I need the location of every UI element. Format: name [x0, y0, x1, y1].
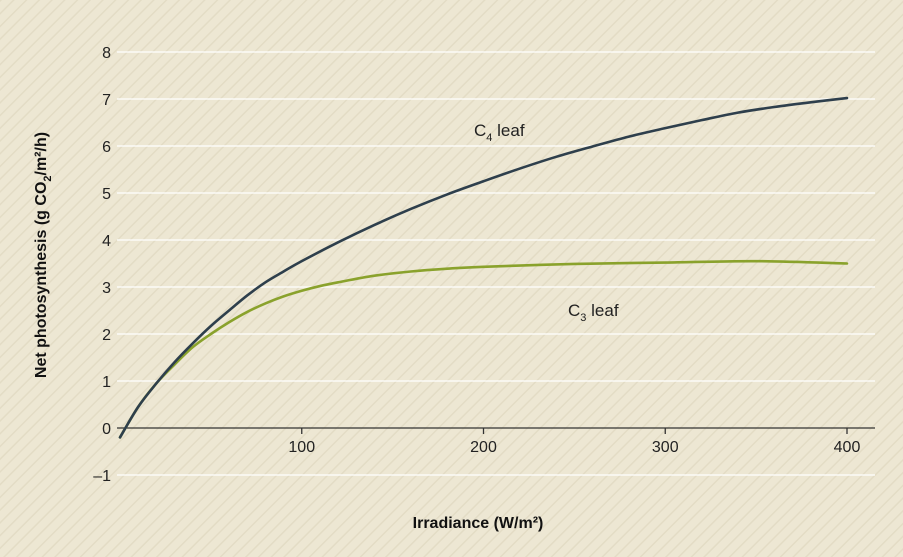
axes — [117, 427, 875, 434]
series-lines — [118, 96, 849, 439]
y-tick-label: –1 — [93, 468, 111, 485]
x-axis-title: Irradiance (W/m²) — [413, 515, 544, 532]
series-line-c3 — [118, 259, 849, 439]
gridlines — [117, 51, 875, 476]
y-tick-label: 6 — [102, 139, 111, 156]
y-tick-label: 8 — [102, 45, 111, 62]
y-tick-label: 7 — [102, 92, 111, 109]
x-tick-label: 200 — [470, 439, 497, 456]
series-label-c4: C4 leaf — [474, 121, 525, 144]
y-tick-label: 4 — [102, 233, 111, 250]
x-tick-label: 100 — [288, 439, 315, 456]
x-tick-label: 400 — [834, 439, 861, 456]
series-label-c3: C3 leaf — [568, 301, 619, 324]
x-tick-label: 300 — [652, 439, 679, 456]
y-tick-label: 0 — [102, 421, 111, 438]
tick-labels: –1 0 1 2 3 4 5 6 7 8 100 200 300 400 — [93, 45, 860, 485]
y-tick-label: 5 — [102, 186, 111, 203]
y-tick-label: 1 — [102, 374, 111, 391]
y-axis-title: Net photosynthesis (g CO2/m²/h) — [33, 132, 54, 378]
y-tick-label: 2 — [102, 327, 111, 344]
y-tick-label: 3 — [102, 280, 111, 297]
series-line-c4 — [118, 96, 849, 439]
